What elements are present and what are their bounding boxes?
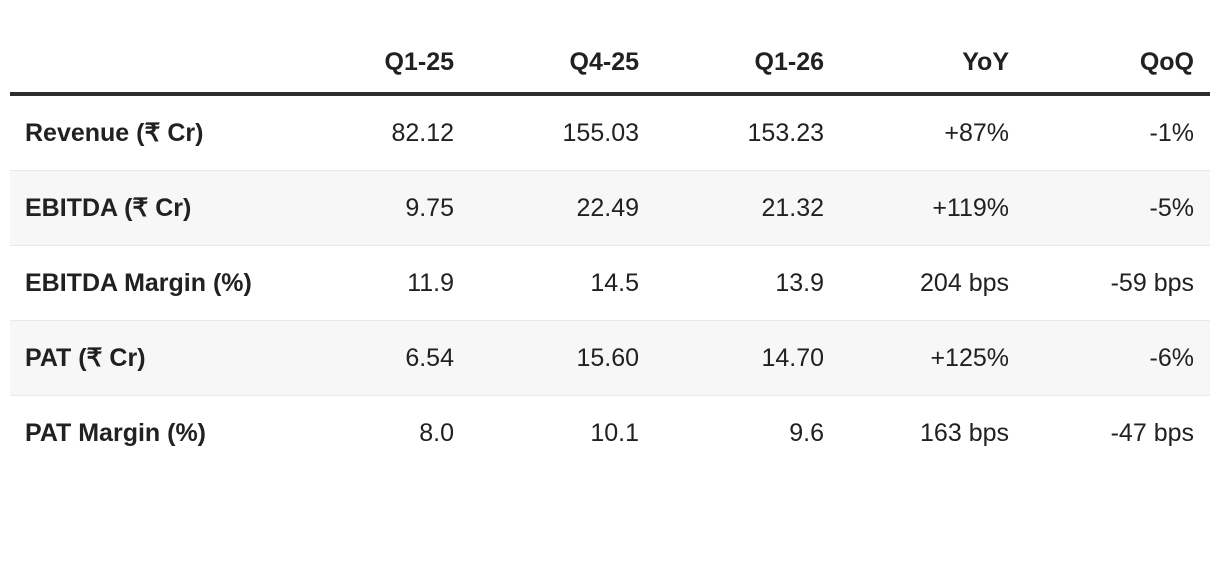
column-header-yoy: YoY [840, 33, 1025, 96]
column-header-q4-25: Q4-25 [470, 33, 655, 96]
cell-pat-margin-q1-25: 8.0 [419, 419, 454, 447]
cell-pat-margin-q1-26: 9.6 [789, 419, 824, 447]
cell-pat-q4-25: 15.60 [576, 344, 639, 372]
row-ebitda-margin: EBITDA Margin (%) 11.9 14.5 13.9 204 bps… [10, 245, 1210, 321]
cell-ebitda-margin-yoy: 204 bps [920, 269, 1009, 297]
cell-ebitda-qoq: -5% [1149, 194, 1194, 222]
cell-pat-margin-qoq: -47 bps [1110, 419, 1194, 447]
row-label-ebitda: EBITDA (₹ Cr) [25, 194, 192, 222]
cell-ebitda-yoy: +119% [932, 194, 1009, 222]
page: { "chart_data": { "type": "table", "colu… [0, 33, 1220, 585]
cell-revenue-q1-26: 153.23 [747, 119, 824, 147]
row-label-ebitda-margin: EBITDA Margin (%) [25, 269, 252, 297]
cell-ebitda-margin-q1-25: 11.9 [407, 269, 454, 297]
column-header-qoq: QoQ [1025, 33, 1210, 96]
header-row: Q1-25 Q4-25 Q1-26 YoY QoQ [10, 33, 1210, 96]
row-label-pat-margin: PAT Margin (%) [25, 419, 207, 447]
column-header-metric [10, 33, 285, 96]
cell-ebitda-q1-25: 9.75 [405, 194, 454, 222]
cell-ebitda-margin-qoq: -59 bps [1110, 269, 1194, 297]
cell-pat-margin-yoy: 163 bps [920, 419, 1009, 447]
cell-pat-q1-26: 14.70 [761, 344, 824, 372]
quarterly-financials-table: Q1-25 Q4-25 Q1-26 YoY QoQ Revenue (₹ Cr)… [10, 33, 1210, 470]
cell-revenue-qoq: -1% [1149, 119, 1194, 147]
column-header-q1-26: Q1-26 [655, 33, 840, 96]
cell-revenue-q4-25: 155.03 [562, 119, 639, 147]
row-label-revenue: Revenue (₹ Cr) [25, 119, 204, 147]
cell-revenue-yoy: +87% [944, 119, 1009, 147]
cell-ebitda-margin-q4-25: 14.5 [590, 269, 639, 297]
cell-ebitda-margin-q1-26: 13.9 [775, 269, 824, 297]
cell-pat-qoq: -6% [1149, 344, 1194, 372]
row-revenue: Revenue (₹ Cr) 82.12 155.03 153.23 +87% … [10, 94, 1210, 171]
cell-pat-margin-q4-25: 10.1 [590, 419, 639, 447]
cell-ebitda-q4-25: 22.49 [576, 194, 639, 222]
cell-pat-q1-25: 6.54 [405, 344, 454, 372]
column-header-q1-25: Q1-25 [285, 33, 470, 96]
cell-pat-yoy: +125% [930, 344, 1009, 372]
cell-revenue-q1-25: 82.12 [391, 119, 454, 147]
cell-ebitda-q1-26: 21.32 [761, 194, 824, 222]
row-label-pat: PAT (₹ Cr) [25, 344, 146, 372]
row-pat-margin: PAT Margin (%) 8.0 10.1 9.6 163 bps -47 … [10, 395, 1210, 471]
row-pat: PAT (₹ Cr) 6.54 15.60 14.70 +125% -6% [10, 320, 1210, 396]
row-ebitda: EBITDA (₹ Cr) 9.75 22.49 21.32 +119% -5% [10, 170, 1210, 246]
